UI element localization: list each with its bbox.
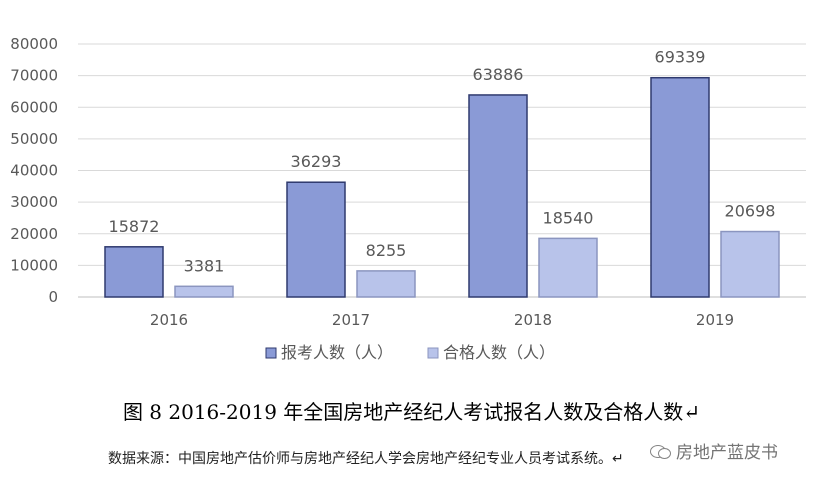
legend-label: 报考人数（人） [281, 343, 393, 362]
data-label: 8255 [366, 241, 407, 260]
legend-label: 合格人数（人） [443, 343, 555, 362]
y-tick-label: 10000 [10, 256, 58, 274]
watermark-text: 房地产蓝皮书 [676, 443, 778, 463]
y-tick-label: 80000 [10, 35, 58, 53]
y-tick-label: 0 [48, 288, 58, 306]
y-tick-label: 30000 [10, 193, 58, 211]
data-label: 3381 [184, 256, 225, 275]
data-label: 20698 [725, 202, 776, 221]
bar [538, 237, 598, 298]
x-tick-label: 2017 [332, 311, 370, 329]
bar [468, 94, 528, 298]
figure-caption: 图 8 2016-2019 年全国房地产经纪人考试报名人数及合格人数↵ [122, 400, 701, 424]
gridlines [78, 43, 806, 298]
bar-chart: 0 10000 20000 30000 40000 50000 60000 70000 8000… [10, 35, 806, 362]
x-axis-tick-labels: 2016 2017 2018 2019 [150, 311, 734, 329]
data-labels: 15872 3381 36293 8255 63886 18540 69339 20698 [109, 48, 776, 276]
y-tick-label: 20000 [10, 225, 58, 243]
y-tick-label: 60000 [10, 98, 58, 116]
x-tick-label: 2019 [696, 311, 734, 329]
data-label: 69339 [655, 48, 706, 67]
y-tick-label: 40000 [10, 162, 58, 180]
data-label: 15872 [109, 217, 160, 236]
data-label: 63886 [473, 65, 524, 84]
legend-swatch [427, 347, 439, 359]
data-label: 18540 [543, 208, 594, 227]
watermark: 房地产蓝皮书 [650, 438, 778, 463]
y-axis-tick-labels: 0 10000 20000 30000 40000 50000 60000 70000 8000… [10, 35, 58, 306]
data-label: 36293 [291, 152, 342, 171]
bar [650, 76, 710, 298]
bar [174, 285, 234, 298]
bar [356, 270, 416, 298]
bars [104, 76, 780, 298]
bar [720, 230, 780, 298]
bar [286, 181, 346, 298]
y-tick-label: 50000 [10, 130, 58, 148]
bar [104, 246, 164, 298]
x-tick-label: 2016 [150, 311, 188, 329]
legend: 报考人数（人） 合格人数（人） [265, 343, 555, 362]
data-source-note: 数据来源：中国房地产估价师与房地产经纪人学会房地产经纪专业人员考试系统。↵ [108, 451, 624, 467]
x-tick-label: 2018 [514, 311, 552, 329]
y-tick-label: 70000 [10, 67, 58, 85]
wechat-icon [650, 443, 672, 459]
legend-swatch [265, 347, 277, 359]
